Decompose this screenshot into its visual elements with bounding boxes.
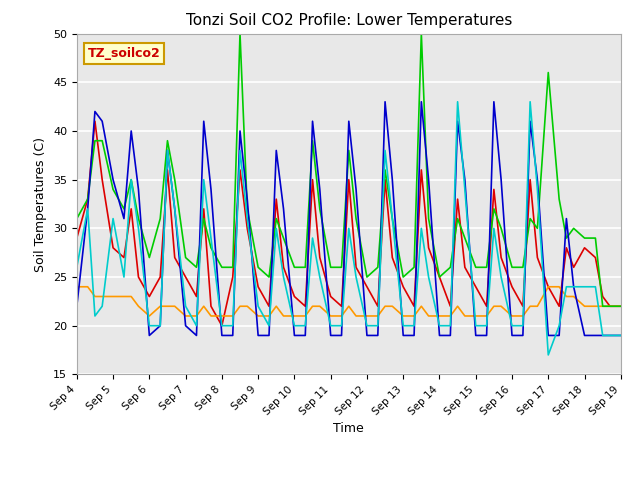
Tree -16cm bbox=[207, 187, 215, 192]
Tree -16cm bbox=[273, 147, 280, 153]
Open -8cm bbox=[563, 245, 570, 251]
Tree2 -8cm bbox=[617, 333, 625, 338]
Open -16cm bbox=[410, 264, 418, 270]
Tree2 -8cm bbox=[363, 323, 371, 329]
Line: Tree -16cm: Tree -16cm bbox=[77, 102, 621, 336]
Tree -8cm bbox=[273, 303, 280, 309]
Line: Tree2 -8cm: Tree2 -8cm bbox=[77, 102, 621, 355]
Tree2 -8cm bbox=[454, 99, 461, 105]
Open -8cm bbox=[73, 235, 81, 241]
Tree2 -8cm bbox=[182, 303, 189, 309]
Line: Open -8cm: Open -8cm bbox=[77, 121, 621, 326]
Line: Open -16cm: Open -16cm bbox=[77, 34, 621, 306]
Tree2 -8cm bbox=[265, 323, 273, 329]
Open -8cm bbox=[381, 177, 389, 182]
Tree -16cm bbox=[563, 216, 570, 221]
Tree -8cm bbox=[556, 284, 563, 289]
Tree -8cm bbox=[410, 313, 418, 319]
Tree -16cm bbox=[374, 333, 381, 338]
Open -16cm bbox=[200, 216, 207, 221]
Y-axis label: Soil Temperatures (C): Soil Temperatures (C) bbox=[35, 136, 47, 272]
Open -16cm bbox=[182, 255, 189, 261]
Open -8cm bbox=[193, 294, 200, 300]
Tree -16cm bbox=[145, 333, 153, 338]
Tree -8cm bbox=[617, 303, 625, 309]
Text: TZ_soilco2: TZ_soilco2 bbox=[88, 47, 161, 60]
Title: Tonzi Soil CO2 Profile: Lower Temperatures: Tonzi Soil CO2 Profile: Lower Temperatur… bbox=[186, 13, 512, 28]
Open -16cm bbox=[273, 216, 280, 221]
Tree2 -8cm bbox=[200, 177, 207, 182]
Tree2 -8cm bbox=[563, 284, 570, 289]
Tree -16cm bbox=[73, 303, 81, 309]
Tree2 -8cm bbox=[545, 352, 552, 358]
Open -8cm bbox=[617, 303, 625, 309]
Open -8cm bbox=[218, 323, 226, 329]
Line: Tree -8cm: Tree -8cm bbox=[77, 287, 621, 316]
Open -8cm bbox=[207, 303, 215, 309]
Open -16cm bbox=[374, 264, 381, 270]
Tree -8cm bbox=[145, 313, 153, 319]
Open -8cm bbox=[417, 167, 425, 173]
Tree -16cm bbox=[617, 333, 625, 338]
Tree -16cm bbox=[381, 99, 389, 105]
X-axis label: Time: Time bbox=[333, 422, 364, 435]
Tree -16cm bbox=[417, 99, 425, 105]
Tree2 -8cm bbox=[73, 264, 81, 270]
Open -16cm bbox=[556, 196, 563, 202]
Tree -8cm bbox=[73, 284, 81, 289]
Open -16cm bbox=[236, 31, 244, 36]
Tree2 -8cm bbox=[399, 323, 407, 329]
Tree -16cm bbox=[193, 333, 200, 338]
Tree -8cm bbox=[374, 313, 381, 319]
Tree -8cm bbox=[193, 313, 200, 319]
Tree -8cm bbox=[207, 313, 215, 319]
Open -16cm bbox=[73, 216, 81, 221]
Open -8cm bbox=[280, 264, 287, 270]
Open -16cm bbox=[599, 303, 607, 309]
Open -16cm bbox=[617, 303, 625, 309]
Open -8cm bbox=[91, 119, 99, 124]
